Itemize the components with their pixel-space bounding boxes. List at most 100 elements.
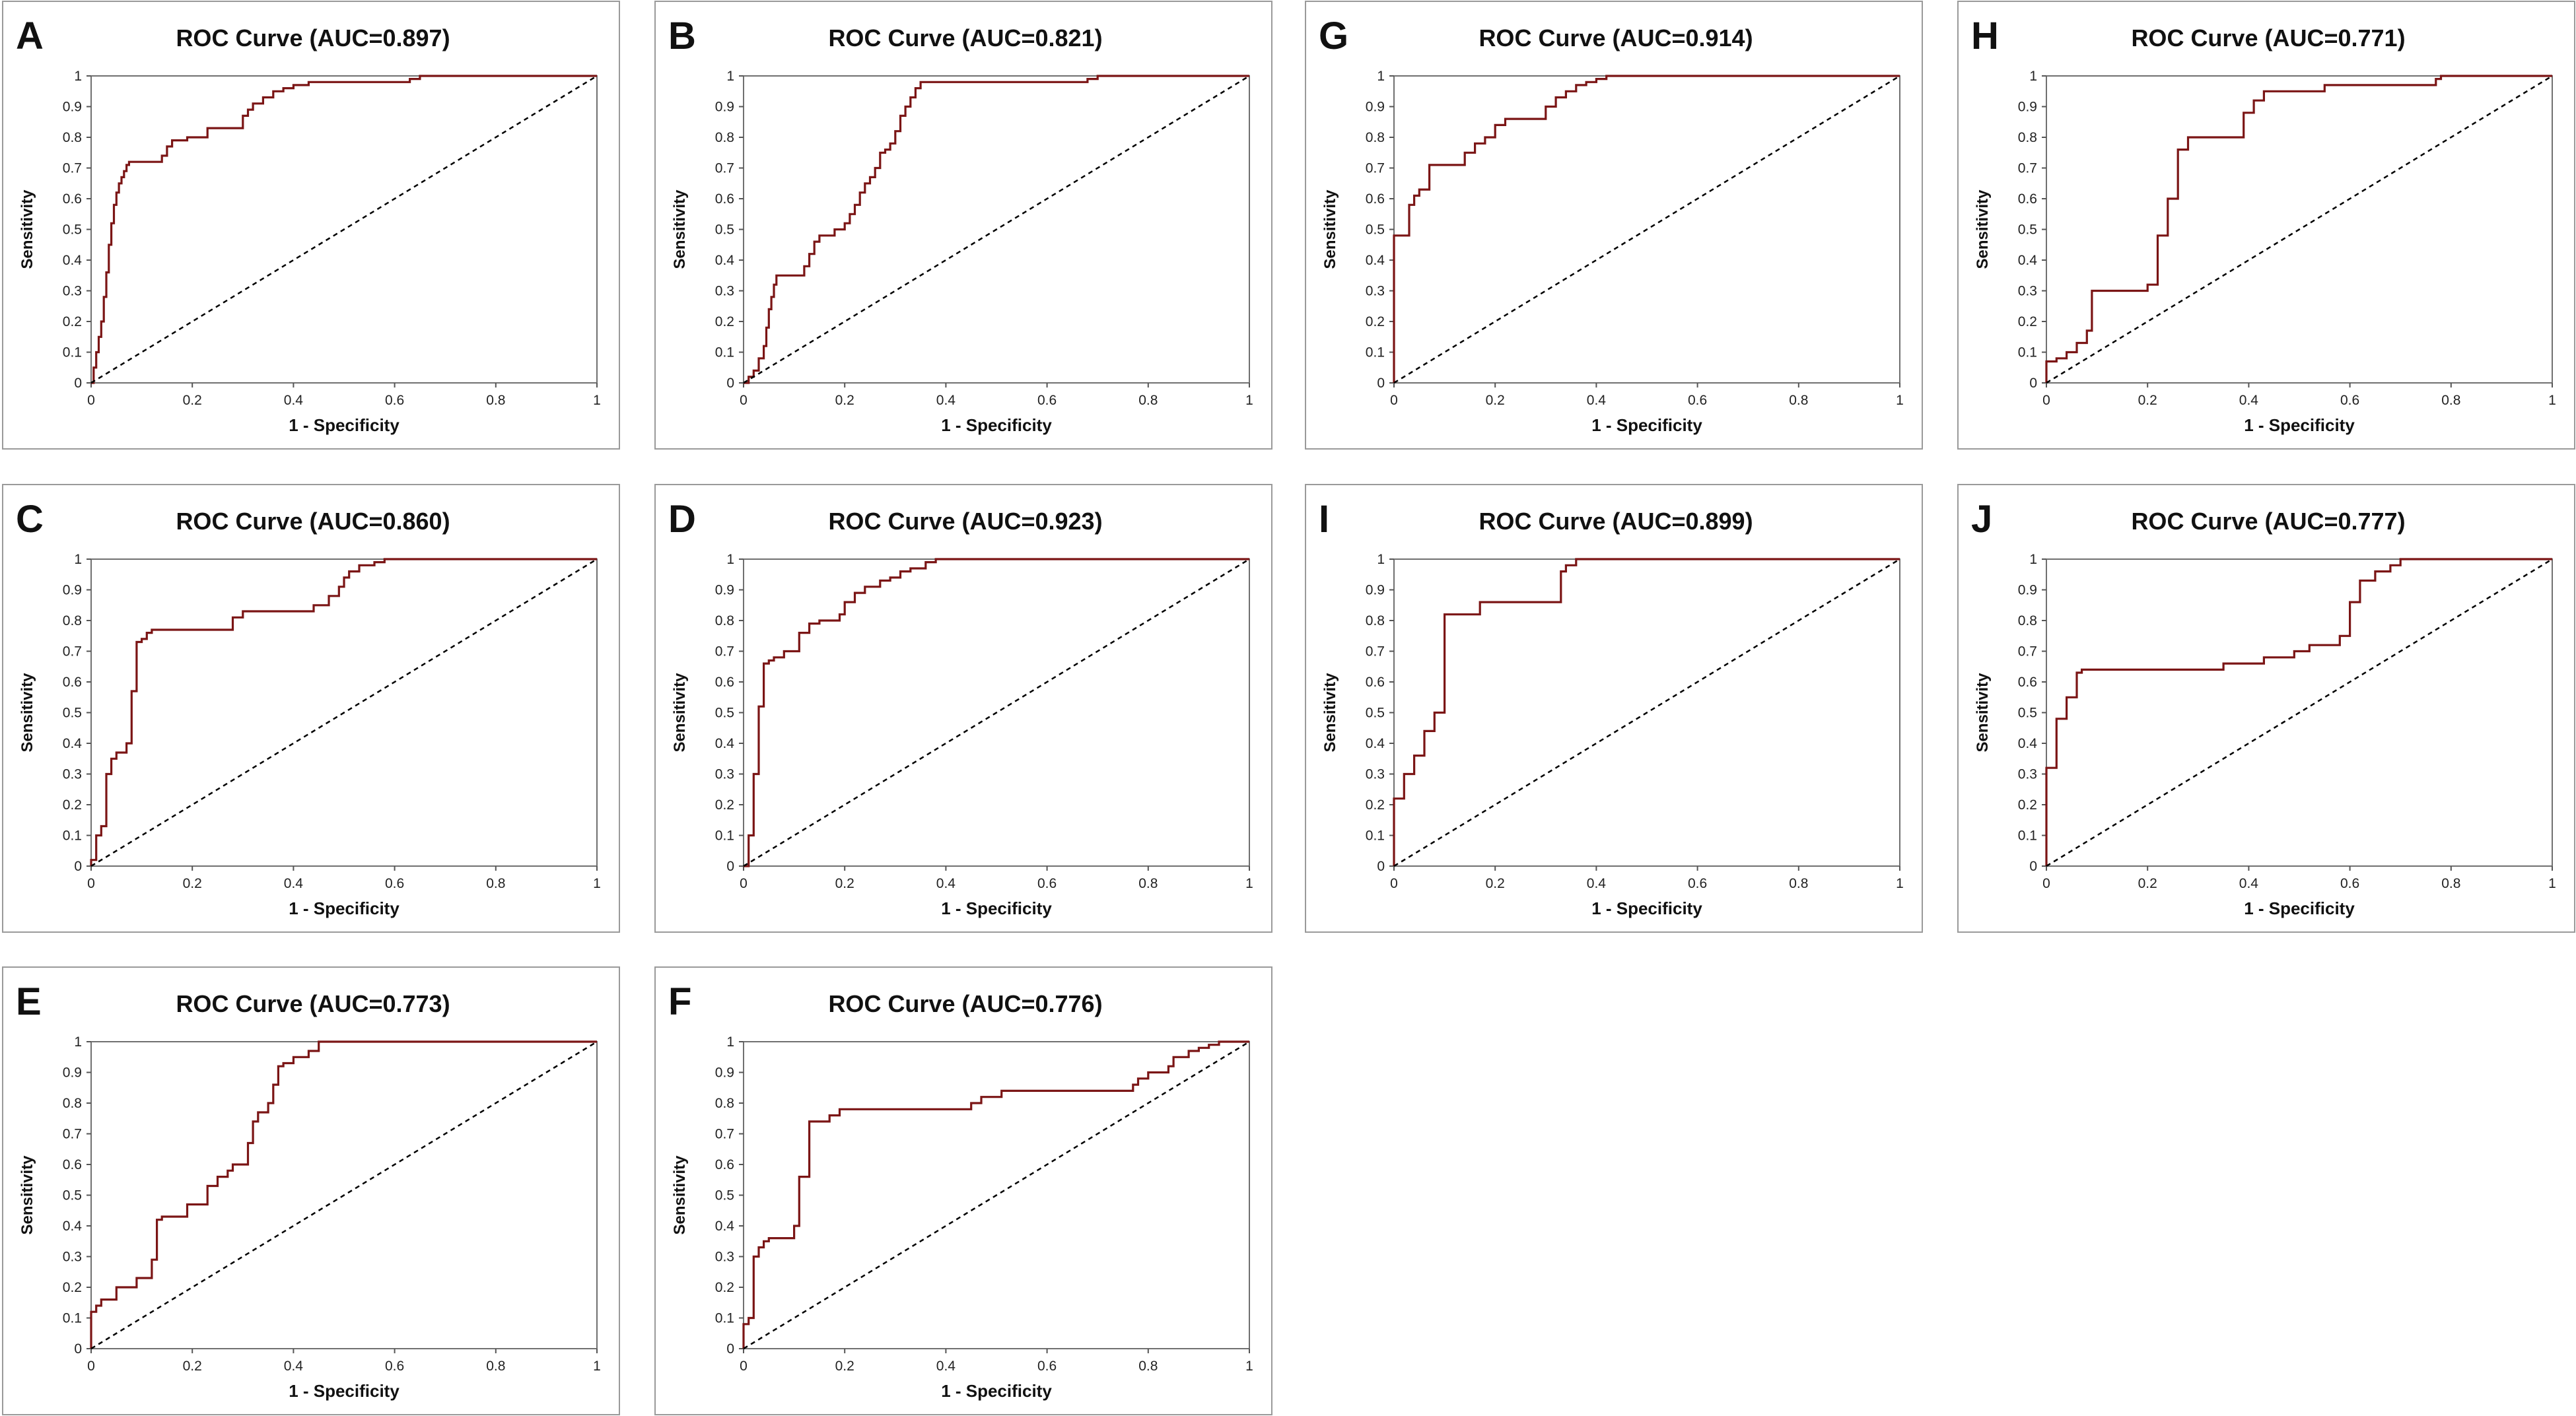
y-tick-label: 0.1 (1366, 828, 1385, 844)
chart-title: ROC Curve (AUC=0.914) (1479, 24, 1753, 51)
y-tick-label: 0.7 (1366, 644, 1385, 659)
x-tick-label: 0 (740, 876, 748, 891)
panel-letter: J (1971, 498, 1992, 541)
panel-letter: H (1971, 15, 1999, 57)
x-tick-label: 1 (1896, 876, 1904, 891)
y-tick-label: 0.4 (715, 1219, 735, 1234)
x-tick-label: 0 (2042, 393, 2050, 408)
roc-curve-line (744, 75, 1249, 384)
y-tick-label: 0.2 (715, 1280, 734, 1295)
y-tick-label: 0.2 (715, 797, 734, 813)
roc-curve-line (2045, 558, 2552, 866)
x-tick-label: 0.2 (835, 393, 854, 408)
x-tick-label: 1 (1245, 1359, 1253, 1374)
panel-letter: G (1319, 15, 1348, 57)
y-tick-label: 1 (74, 1034, 82, 1050)
x-tick-label: 1 (2548, 876, 2556, 891)
y-axis-label: Sensitivity (1974, 673, 1992, 753)
x-axis-label: 1 - Specificity (2244, 898, 2355, 918)
x-axis-label: 1 - Specificity (1591, 415, 1702, 435)
x-tick-label: 0.6 (2340, 876, 2359, 891)
x-tick-label: 0.6 (1688, 876, 1707, 891)
panel-e: E ROC Curve (AUC=0.773) 0 0.1 0.2 0.3 0.4 0.5 0.… (2, 966, 620, 1415)
y-axis-label: Sensitivity (1321, 189, 1339, 269)
reference-diagonal-line (743, 75, 1250, 384)
reference-diagonal-line (90, 558, 598, 867)
x-tick-label: 0.4 (1587, 876, 1607, 891)
chart-title: ROC Curve (AUC=0.776) (828, 990, 1102, 1017)
y-tick-label: 0.5 (1366, 222, 1385, 238)
x-tick-label: 0.2 (183, 1359, 202, 1374)
x-tick-label: 0.4 (2239, 876, 2259, 891)
y-tick-label: 1 (74, 552, 82, 567)
x-tick-label: 1 (2548, 393, 2556, 408)
reference-diagonal-line (90, 1040, 598, 1350)
y-axis-label: Sensitivity (18, 189, 36, 269)
y-tick-label: 0.6 (63, 675, 82, 690)
y-tick-label: 0.4 (63, 736, 83, 751)
roc-curve-line (90, 558, 597, 866)
y-tick-label: 0.1 (2018, 345, 2037, 360)
y-tick-label: 1 (2029, 69, 2037, 84)
y-tick-label: 0.4 (2018, 253, 2038, 268)
y-tick-label: 0.5 (63, 1188, 82, 1203)
x-axis-label: 1 - Specificity (941, 898, 1052, 918)
y-tick-label: 0.7 (63, 161, 82, 176)
x-tick-label: 0 (87, 1359, 95, 1374)
panel-b: B ROC Curve (AUC=0.821) 0 0.1 0.2 0.3 0.4 0.5 0.… (654, 1, 1272, 450)
y-tick-label: 0.3 (2018, 767, 2037, 782)
reference-diagonal-line (743, 558, 1250, 867)
x-tick-label: 0.6 (385, 393, 404, 408)
y-tick-label: 0 (74, 376, 82, 391)
y-tick-label: 0.4 (63, 1219, 83, 1234)
y-tick-label: 0.1 (715, 828, 734, 844)
y-tick-label: 0.1 (63, 345, 82, 360)
x-tick-label: 0 (1390, 876, 1398, 891)
y-axis-label: Sensitivity (671, 189, 689, 269)
x-tick-label: 1 (1245, 876, 1253, 891)
y-tick-label: 0.8 (2018, 613, 2037, 628)
y-tick-label: 0.2 (63, 1280, 82, 1295)
x-tick-label: 1 (593, 393, 601, 408)
x-tick-label: 0.4 (2239, 393, 2259, 408)
y-tick-label: 0.6 (2018, 675, 2037, 690)
roc-curve-line (2045, 75, 2552, 383)
y-tick-label: 0.4 (1366, 253, 1385, 268)
y-tick-label: 0 (726, 1341, 734, 1357)
y-tick-label: 0 (74, 859, 82, 874)
y-axis-label: Sensitivity (1974, 189, 1992, 269)
y-tick-label: 0.2 (2018, 797, 2037, 813)
reference-diagonal-line (2046, 558, 2553, 867)
panel-f: F ROC Curve (AUC=0.776) 0 0.1 0.2 0.3 0.4 0.5 0.… (654, 966, 1272, 1415)
x-tick-label: 0 (740, 393, 748, 408)
chart-title: ROC Curve (AUC=0.899) (1479, 508, 1753, 535)
x-tick-label: 0 (2042, 876, 2050, 891)
y-tick-label: 0.9 (2018, 100, 2037, 115)
x-tick-label: 0.4 (284, 876, 304, 891)
roc-curve-line (91, 75, 597, 384)
y-tick-label: 0.6 (2018, 191, 2037, 207)
y-tick-label: 0.1 (2018, 828, 2037, 844)
reference-diagonal-line (1393, 75, 1900, 384)
x-tick-label: 0.8 (1138, 876, 1158, 891)
y-tick-label: 0.3 (1366, 284, 1385, 299)
y-tick-label: 0.5 (2018, 706, 2037, 721)
y-tick-label: 0.2 (1366, 797, 1385, 813)
panel-i: I ROC Curve (AUC=0.899) 0 0.1 0.2 0.3 0.4 0.5 0.… (1305, 484, 1923, 933)
y-tick-label: 0.2 (1366, 314, 1385, 329)
x-tick-label: 1 (593, 1359, 601, 1374)
chart-title: ROC Curve (AUC=0.771) (2131, 24, 2405, 51)
panel-j: J ROC Curve (AUC=0.777) 0 0.1 0.2 0.3 0.4 0.5 0.… (1957, 484, 2575, 933)
y-tick-label: 0.9 (63, 100, 82, 115)
chart-title: ROC Curve (AUC=0.860) (176, 508, 450, 535)
x-tick-label: 0 (87, 393, 95, 408)
y-tick-label: 0.8 (1366, 613, 1385, 628)
x-tick-label: 0.6 (1037, 393, 1057, 408)
y-tick-label: 0.8 (1366, 130, 1385, 145)
chart-title: ROC Curve (AUC=0.821) (828, 24, 1102, 51)
y-tick-label: 0.8 (63, 1096, 82, 1111)
y-tick-label: 0.4 (1366, 736, 1385, 751)
y-tick-label: 0.9 (63, 583, 82, 598)
y-tick-label: 0.1 (63, 828, 82, 844)
